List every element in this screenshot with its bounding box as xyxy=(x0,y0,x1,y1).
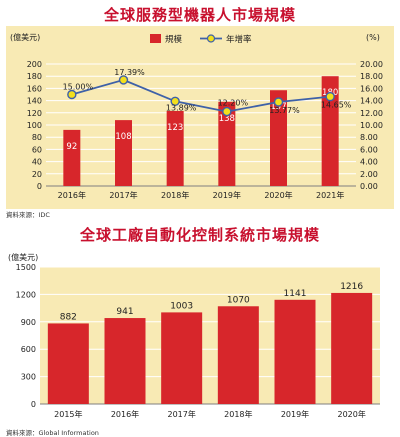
chart1-left-tick: 60 xyxy=(32,145,42,154)
chart1-right-axis-label: (%) xyxy=(366,33,380,42)
chart1-left-tick: 120 xyxy=(27,109,42,118)
chart1-growth-point xyxy=(273,97,284,107)
chart1-right-tick: 10.00 xyxy=(360,121,383,130)
chart2-bar-value: 1003 xyxy=(170,301,193,311)
chart2-x-tick: 2015年 xyxy=(54,409,82,419)
chart1-right-tick: 16.00 xyxy=(360,84,383,93)
chart1-bar xyxy=(270,90,287,186)
chart1-right-tick: 18.00 xyxy=(360,72,383,81)
chart1-left-tick: 0 xyxy=(37,182,42,191)
chart1-x-tick: 2021年 xyxy=(316,190,344,200)
chart1-legend-bar-label: 規模 xyxy=(165,34,183,45)
service-robot-chart: 0 20 40 60 80 100 120 140 160 180 200 0.00 2.00 4.00 6… xyxy=(6,26,394,209)
chart1-bar-value: 92 xyxy=(66,142,77,152)
chart2-bar-value: 1216 xyxy=(340,282,363,292)
chart2-x-tick: 2016年 xyxy=(111,409,139,419)
chart1-growth-line xyxy=(71,78,331,113)
chart2-x-tick: 2017年 xyxy=(167,409,195,419)
chart1-x-tick: 2020年 xyxy=(264,190,292,200)
chart1-right-tick: 4.00 xyxy=(360,158,378,167)
chart2-bar xyxy=(274,299,316,404)
chart1-bar-value: 138 xyxy=(219,114,235,124)
chart1-x-tick: 2016年 xyxy=(58,190,86,200)
chart2-y-tick: 1500 xyxy=(16,263,36,272)
chart1-growth-point xyxy=(222,106,232,117)
chart2-bar-value: 1141 xyxy=(284,289,307,299)
chart1-x-tick: 2018年 xyxy=(161,190,189,200)
chart1-growth-point xyxy=(67,89,77,100)
chart1-right-tick: 6.00 xyxy=(360,145,378,154)
chart1-bar xyxy=(218,101,236,186)
chart1-growth-label: 15.00% xyxy=(63,83,94,92)
chart1-right-tick: 0.00 xyxy=(360,182,378,191)
chart2-bar xyxy=(104,318,146,404)
chart1-growth-label: 14.65% xyxy=(321,101,352,110)
chart2-y-axis-label: (億美元) xyxy=(8,252,38,262)
chart2-y-tick: 600 xyxy=(21,345,36,354)
chart1-bar xyxy=(321,76,339,186)
chart2-bar xyxy=(47,323,89,404)
chart1-title: 全球服務型機器人市場規模 xyxy=(103,6,296,24)
chart2-y-tick: 0 xyxy=(31,400,36,409)
chart1-left-tick: 80 xyxy=(32,133,42,142)
chart1-growth-point xyxy=(325,91,335,102)
chart1-growth-label: 13.89% xyxy=(166,103,197,112)
chart1-growth-point xyxy=(118,75,129,85)
chart1-growth-label: 13.77% xyxy=(269,106,300,115)
chart1-right-tick: 20.00 xyxy=(360,60,383,69)
chart1-growth-label: 17.39% xyxy=(114,68,145,77)
chart2-y-tick: 300 xyxy=(21,373,36,382)
chart1-left-tick: 20 xyxy=(32,170,42,179)
chart1-left-tick: 160 xyxy=(27,84,42,93)
chart2-bar-value: 1070 xyxy=(227,295,250,305)
chart1-bar-value: 157 xyxy=(270,102,286,112)
chart1-left-tick: 200 xyxy=(27,60,42,69)
factory-automation-chart: 0 300 600 900 1200 1500(億美元) 882 941 1003 1070 114… xyxy=(8,252,380,419)
chart1-x-tick: 2017年 xyxy=(109,190,137,200)
chart2-bar xyxy=(217,306,259,404)
chart2-bar-value: 882 xyxy=(60,312,77,322)
chart1-right-tick: 12.00 xyxy=(360,109,383,118)
chart1-bar-value: 123 xyxy=(167,123,183,133)
chart1-growth-point xyxy=(170,96,180,106)
chart2-y-tick: 1200 xyxy=(16,290,36,299)
chart2-background xyxy=(40,267,380,404)
chart2-bar-value: 941 xyxy=(116,307,133,317)
chart1-left-tick: 100 xyxy=(27,121,42,130)
chart1-legend-line-label: 年增率 xyxy=(226,34,252,45)
chart1-source: 資料來源：IDC xyxy=(6,211,50,219)
chart2-bar xyxy=(331,292,373,404)
chart1-legend-line-marker xyxy=(206,34,216,43)
chart2-y-tick: 900 xyxy=(21,318,36,327)
chart1-legend-bar-swatch xyxy=(150,34,161,43)
chart2-source: 資料來源：Global Information xyxy=(6,429,99,437)
chart1-left-tick: 140 xyxy=(27,97,42,106)
chart2-x-tick: 2018年 xyxy=(224,409,252,419)
chart2-bar xyxy=(161,312,203,404)
chart1-right-tick: 2.00 xyxy=(360,170,378,179)
chart2-title: 全球工廠自動化控制系統市場規模 xyxy=(79,226,320,244)
chart1-bar-value: 108 xyxy=(115,132,131,142)
chart1-left-tick: 180 xyxy=(27,72,42,81)
chart2-x-tick: 2019年 xyxy=(281,409,309,419)
chart1-right-tick: 14.00 xyxy=(360,97,383,106)
chart2-x-tick: 2020年 xyxy=(337,409,365,419)
chart1-bar xyxy=(63,129,81,186)
chart1-bar xyxy=(115,120,132,186)
chart1-left-tick: 40 xyxy=(32,158,42,167)
chart1-right-tick: 8.00 xyxy=(360,133,378,142)
chart1-growth-label: 12.20% xyxy=(218,99,249,108)
chart1-left-axis-label: (億美元) xyxy=(10,32,40,42)
chart1-bar xyxy=(166,110,184,186)
chart1-x-tick: 2019年 xyxy=(213,190,241,200)
